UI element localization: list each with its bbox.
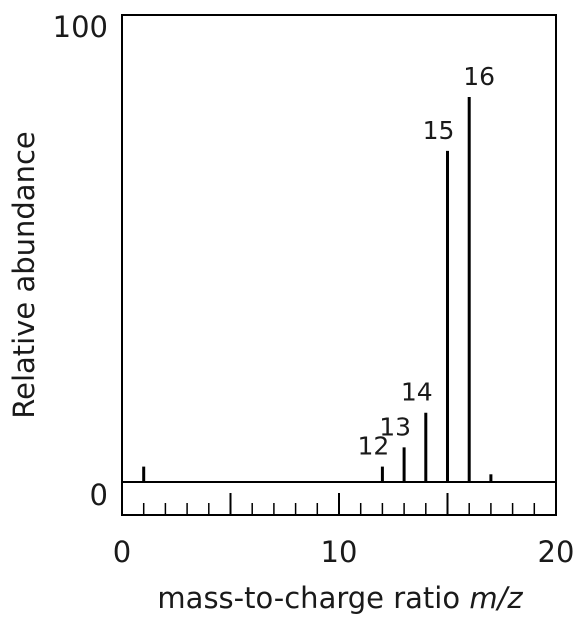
x-axis-ticks <box>121 493 557 515</box>
x-tick-label-20: 20 <box>538 535 575 569</box>
y-tick-label-100: 100 <box>53 10 108 44</box>
x-tick-label-0: 0 <box>113 535 131 569</box>
x-axis-label: mass-to-charge ratio m/z <box>157 581 523 615</box>
x-axis-label-unit: m/z <box>469 581 523 615</box>
x-tick-label-10: 10 <box>321 535 358 569</box>
peak-label-13: 13 <box>379 412 411 441</box>
peak-label-12: 12 <box>357 432 389 461</box>
peak-label-16: 16 <box>463 62 495 91</box>
peak-group <box>142 97 493 482</box>
y-axis-label: Relative abundance <box>7 131 41 418</box>
x-axis-label-text: mass-to-charge ratio <box>157 581 460 615</box>
peak-label-15: 15 <box>423 116 455 145</box>
y-tick-label-0: 0 <box>90 478 108 512</box>
peak-label-14: 14 <box>401 378 433 407</box>
